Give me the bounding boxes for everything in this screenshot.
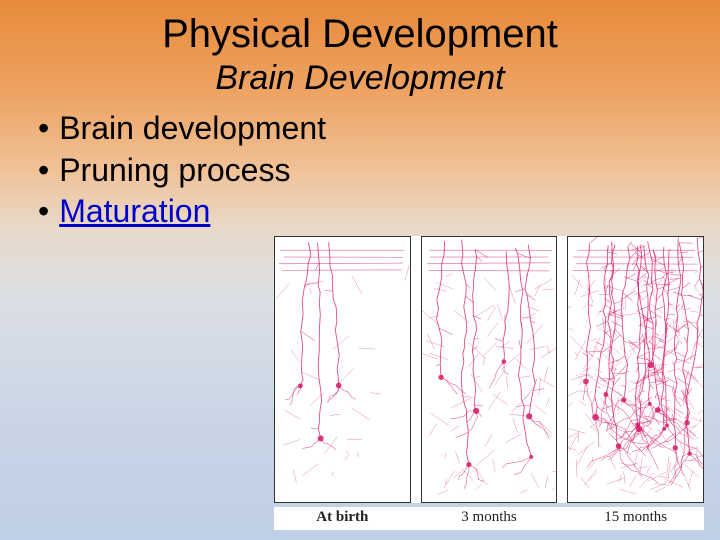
bullet-dot-icon: •	[38, 108, 49, 150]
bullet-link[interactable]: Maturation	[59, 191, 210, 233]
bullet-item: • Maturation	[38, 191, 720, 233]
slide-title: Physical Development	[0, 0, 720, 57]
neuron-illustration-icon	[275, 237, 410, 502]
neuron-figure: At birth 3 months 15 months	[274, 236, 704, 530]
panel-row	[274, 236, 704, 503]
neuron-illustration-icon	[422, 237, 557, 502]
bullet-item: • Pruning process	[38, 150, 720, 192]
slide: Physical Development Brain Development •…	[0, 0, 720, 540]
panel-caption: 3 months	[421, 507, 558, 530]
panel-caption: 15 months	[567, 507, 704, 530]
bullet-list: • Brain development • Pruning process • …	[38, 108, 720, 233]
bullet-dot-icon: •	[38, 150, 49, 192]
bullet-dot-icon: •	[38, 191, 49, 233]
bullet-text: Brain development	[59, 108, 326, 150]
panel-caption: At birth	[274, 507, 411, 530]
caption-row: At birth 3 months 15 months	[274, 507, 704, 530]
bullet-item: • Brain development	[38, 108, 720, 150]
neuron-illustration-icon	[568, 237, 703, 502]
panel-at-birth	[274, 236, 411, 503]
bullet-text: Pruning process	[59, 150, 290, 192]
panel-15-months	[567, 236, 704, 503]
slide-subtitle: Brain Development	[0, 57, 720, 98]
panel-3-months	[421, 236, 558, 503]
